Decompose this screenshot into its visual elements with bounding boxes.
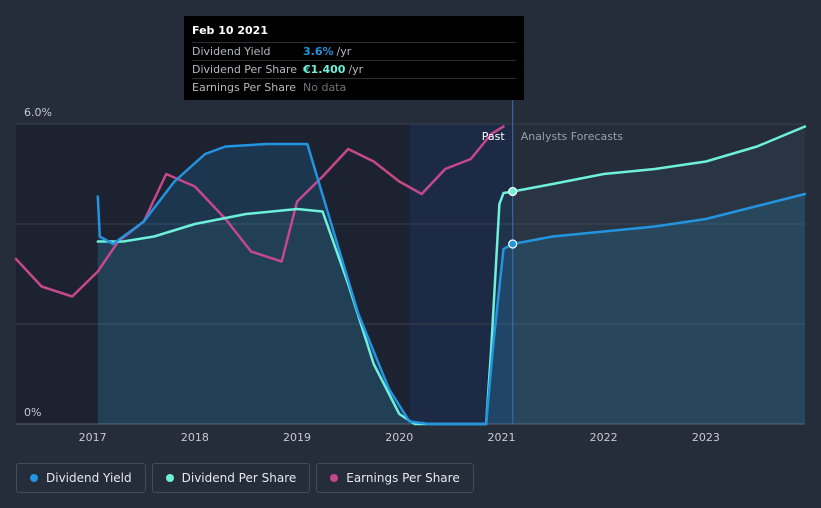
x-tick-label: 2019 [283,431,311,444]
tooltip-value: €1.400 [303,63,346,76]
dividend-per-share-marker [508,186,518,197]
y-tick-label: 6.0% [24,106,52,119]
forecast-label: Analysts Forecasts [521,130,624,143]
legend-label: Dividend Per Share [181,471,297,485]
x-tick-label: 2020 [385,431,413,444]
legend-earnings-per-share[interactable]: Earnings Per Share [316,463,474,493]
tooltip-unit: /yr [348,63,364,76]
dividend-yield-marker [508,239,518,249]
x-tick-label: 2023 [692,431,720,444]
tooltip-value: No data [303,81,347,94]
x-tick-label: 2017 [79,431,107,444]
earnings-per-share-line [14,125,505,298]
past-label: Past [482,130,506,143]
tooltip-row-earnings-per-share: Earnings Per Share No data [192,79,516,96]
y-tick-label: 0% [24,406,41,419]
tooltip-row-dividend-per-share: Dividend Per Share €1.400 /yr [192,61,516,79]
legend-label: Earnings Per Share [346,471,460,485]
legend: Dividend Yield Dividend Per Share Earnin… [16,463,474,493]
tooltip-label: Dividend Per Share [192,63,298,76]
legend-dividend-per-share[interactable]: Dividend Per Share [151,463,311,493]
dividend-yield-dot-icon [30,474,38,482]
x-tick-label: 2021 [487,431,515,444]
tooltip-label: Earnings Per Share [192,81,297,94]
markers [508,186,518,249]
tooltip-label: Dividend Yield [192,45,271,58]
areas [97,126,806,424]
axis-labels: 2017 2018 2019 2020 2021 2022 2023 0% 6.0% [24,106,720,444]
x-tick-label: 2022 [590,431,618,444]
dividend-per-share-dot-icon [165,474,174,482]
x-tick-label: 2018 [181,431,209,444]
legend-dividend-yield[interactable]: Dividend Yield [16,463,146,493]
tooltip-row-dividend-yield: Dividend Yield 3.6% /yr [192,43,516,61]
tooltip-value: 3.6% [303,45,334,58]
tooltip: Feb 10 2021 Dividend Yield 3.6% /yr Divi… [184,16,524,100]
earnings-per-share-dot-icon [330,474,339,482]
legend-label: Dividend Yield [46,471,132,485]
dividend-yield-line [96,142,807,426]
dividend-per-share-area [97,126,806,424]
dividend-yield-area [97,144,806,424]
tooltip-unit: /yr [336,45,352,58]
tooltip-date: Feb 10 2021 [192,24,516,43]
lines [14,125,807,426]
